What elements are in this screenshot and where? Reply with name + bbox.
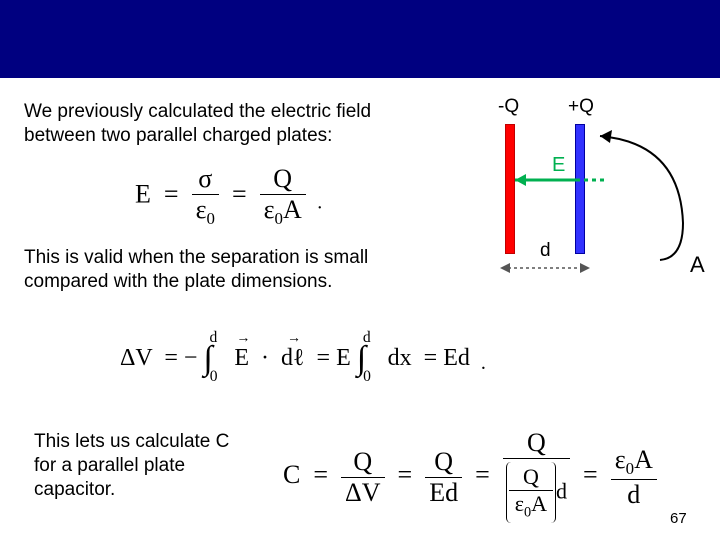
eq2-lo2: 0 [363,368,371,385]
eq1-den2a: ε [264,195,275,224]
eq3-C: C [283,460,300,489]
eq3-n2: Q [425,447,462,477]
equation-capacitance: C = Q ΔV = Q Ed = Q Q ε0A d = ε0A d [283,428,657,526]
eq2-dl: dℓ [281,345,305,371]
d-dimension [498,260,594,276]
eq3-d4: d [611,479,657,510]
eq1-den2sub: 0 [275,209,283,228]
eq3-n3: Q [503,428,570,458]
eq1-num2: Q [260,164,306,194]
eq1-lhs: E [135,180,151,209]
equation-efield: E = σ ε0 = Q ε0A . [135,164,322,229]
eq2-dot: · [261,345,269,371]
eq3-n4A: A [634,445,653,474]
label-A: A [690,252,705,278]
eq2-hi2: d [363,329,371,346]
header-bar [0,0,720,78]
eq3-n4eps: ε [615,445,626,474]
eq2-E: E [234,345,249,371]
eq3-inner-eps: ε [515,491,524,516]
eq2-E2: E [336,345,351,371]
equation-deltaV: ΔV = − ∫0d →E · →dℓ = E ∫0d dx = Ed . [120,336,486,376]
label-neg-q: -Q [498,96,519,118]
paragraph-2: This is valid when the separation is sma… [24,246,404,294]
label-E: E [552,154,565,177]
eq3-n1: Q [341,447,385,477]
eq3-inner-n: Q [509,464,553,490]
eq3-inner-A: A [531,491,547,516]
eq1-den1sub: 0 [206,209,214,228]
eq2-hi1: d [210,329,218,346]
eq3-d2: Ed [425,477,462,508]
area-arrow [585,128,705,268]
label-d: d [540,240,551,262]
eq2-lo1: 0 [210,368,218,385]
eq2-dv: ΔV [120,345,152,371]
eq2-dx: dx [388,345,412,371]
label-pos-q: +Q [568,96,594,118]
page-number: 67 [670,510,687,527]
eq3-d1: ΔV [341,477,385,508]
paragraph-3: This lets us calculate C for a parallel … [34,430,254,501]
eq1-den1a: ε [196,195,207,224]
eq3-n4epss: 0 [626,459,634,478]
paragraph-1: We previously calculated the electric fi… [24,100,404,148]
eq3-inner-d: d [556,479,567,504]
eq1-den2b: A [283,195,302,224]
eq1-num1: σ [192,164,219,194]
eq2-Ed: Ed [443,345,470,371]
